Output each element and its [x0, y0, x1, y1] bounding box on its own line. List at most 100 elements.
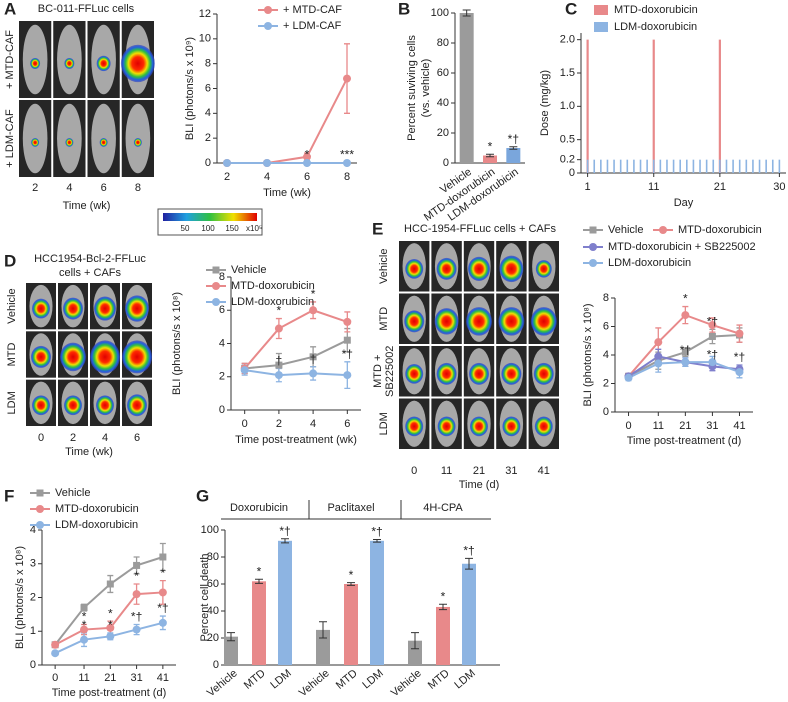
- column-label: 2: [70, 432, 76, 444]
- point: [343, 317, 352, 326]
- annotation: *: [349, 568, 354, 582]
- annotation: *†: [131, 610, 142, 624]
- legend-label: MTD-doxorubicin: [231, 280, 315, 292]
- annotation: *†: [371, 525, 382, 539]
- image-title: cells + CAFs: [59, 267, 122, 279]
- bar: [436, 606, 450, 665]
- luminescence: [469, 362, 489, 385]
- row-label: MTD +: [372, 355, 384, 388]
- error-bar: [509, 146, 518, 150]
- panel-label: D: [4, 251, 16, 270]
- legend-label: MTD-doxorubicin: [55, 503, 139, 515]
- annotation: *: [488, 139, 493, 153]
- column-label: 0: [411, 465, 417, 477]
- panel-label: B: [398, 0, 410, 18]
- panel-label: E: [372, 219, 383, 238]
- x-tick-label: 30: [773, 181, 785, 193]
- legend-label: LDM-doxorubicin: [55, 519, 138, 531]
- annotation: *†: [734, 350, 745, 364]
- y-tick-label: 100: [201, 524, 219, 536]
- panel-label: G: [196, 486, 209, 505]
- legend-marker: [36, 489, 44, 497]
- luminescence: [468, 256, 490, 281]
- y-tick-label: 40: [207, 605, 219, 617]
- row-label: SB225002: [384, 346, 396, 397]
- y-tick-label: 8: [603, 292, 609, 304]
- luminescence: [94, 296, 116, 321]
- image-title: HCC-1954-FFLuc cells + CAFs: [404, 223, 556, 235]
- point: [132, 625, 141, 634]
- x-tick-label: 11: [78, 672, 89, 684]
- y-tick-label: 0: [205, 157, 211, 169]
- error-bar: [373, 538, 381, 543]
- luminescence: [405, 416, 424, 437]
- x-tick-label: 41: [157, 672, 169, 684]
- point: [303, 159, 311, 167]
- y-axis-label: BLI (photons/s x 10⁸): [171, 292, 183, 395]
- legend-label: LDM-doxorubicin: [608, 257, 691, 269]
- colorbar: [163, 213, 257, 221]
- y-tick-label: 4: [205, 107, 211, 119]
- bar: [252, 581, 266, 665]
- y-tick-label: 80: [437, 37, 449, 49]
- point: [309, 369, 318, 378]
- annotation: *: [277, 304, 282, 318]
- point: [274, 324, 283, 333]
- colorbar-frame: [157, 208, 263, 236]
- y-tick-label: 4: [219, 337, 225, 349]
- luminescence: [405, 258, 424, 279]
- x-tick-label: 11: [648, 181, 659, 193]
- x-tick-label: Vehicle: [205, 667, 240, 699]
- y-tick-label: 2: [219, 371, 225, 383]
- point: [303, 152, 311, 161]
- bar: [370, 540, 384, 665]
- luminescence: [125, 295, 149, 322]
- point: [708, 358, 717, 367]
- point: [51, 640, 60, 649]
- error-bar: [227, 632, 235, 642]
- column-label: 6: [101, 182, 107, 194]
- x-tick-label: LDM: [360, 667, 386, 691]
- point: [158, 618, 167, 627]
- x-tick-label: 31: [706, 420, 718, 432]
- annotation: *: [257, 564, 262, 578]
- luminescence: [31, 345, 51, 368]
- point: [735, 368, 744, 377]
- point: [654, 359, 663, 368]
- x-tick-label: 4: [310, 418, 316, 430]
- y-tick-label: 2.0: [560, 34, 575, 46]
- point: [343, 74, 351, 83]
- x-tick-label: 21: [714, 181, 726, 193]
- x-tick-label: 1: [585, 181, 591, 193]
- point: [343, 336, 351, 344]
- error-bar: [465, 557, 473, 570]
- legend-label: LDM-doxorubicin: [614, 21, 697, 33]
- y-tick-label: 0: [603, 406, 609, 418]
- column-label: 41: [538, 465, 550, 477]
- point: [309, 306, 318, 315]
- point: [624, 373, 633, 382]
- y-tick-label: 8: [219, 271, 225, 283]
- column-label: 11: [441, 465, 452, 477]
- point: [158, 588, 167, 597]
- luminescence: [501, 362, 522, 385]
- point: [132, 590, 141, 599]
- y-axis-label: Percent cell death: [199, 553, 211, 641]
- legend-marker: [212, 298, 220, 306]
- x-tick-label: MTD: [426, 667, 452, 692]
- annotation: *†: [463, 544, 474, 558]
- luminescence: [90, 340, 120, 374]
- luminescence: [437, 416, 456, 437]
- luminescence: [96, 55, 111, 72]
- point: [735, 329, 744, 338]
- x-tick-label: 4: [264, 171, 270, 183]
- panel-label: A: [4, 0, 16, 18]
- y-tick-label: 6: [205, 82, 211, 94]
- image-x-label: Time (wk): [65, 446, 113, 458]
- y-tick-label: 1.0: [560, 100, 575, 112]
- series-line: [244, 369, 348, 377]
- y-tick-label: 100: [431, 7, 449, 19]
- point: [263, 159, 271, 167]
- legend-marker: [659, 226, 667, 234]
- luminescence: [122, 340, 152, 374]
